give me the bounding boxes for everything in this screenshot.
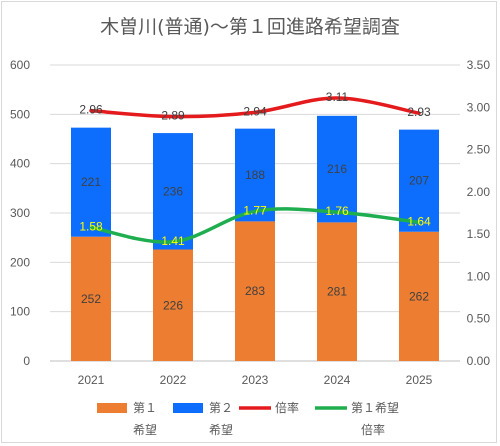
line-data-label: 2.93 bbox=[407, 105, 431, 119]
line-data-label: 1.77 bbox=[243, 203, 267, 217]
line-data-label: 2.96 bbox=[79, 103, 103, 117]
bar-data-label: 236 bbox=[163, 184, 183, 198]
line-data-label: 2.89 bbox=[161, 109, 185, 123]
right-tick-label: 3.50 bbox=[467, 58, 491, 72]
bar-second-choice bbox=[235, 128, 275, 222]
x-axis-ticks: 2021 2022 2023 2024 2025 bbox=[78, 373, 433, 387]
left-tick-label: 300 bbox=[10, 206, 30, 220]
line-data-label: 3.11 bbox=[326, 90, 349, 104]
bar-data-label: 216 bbox=[327, 162, 347, 176]
x-tick-label: 2025 bbox=[406, 373, 433, 387]
legend-label: 倍率 bbox=[275, 400, 299, 415]
right-tick-label: 0.50 bbox=[467, 312, 491, 326]
legend-label: 第１ bbox=[133, 401, 157, 415]
x-tick-label: 2024 bbox=[324, 373, 351, 387]
bar-first-choice bbox=[399, 231, 439, 361]
bar-second-choice bbox=[153, 133, 193, 250]
chart-title: 木曽川(普通)～第１回進路希望調査 bbox=[100, 16, 400, 38]
ratio-line bbox=[89, 96, 421, 119]
bar-first-choice bbox=[71, 236, 111, 361]
left-tick-label: 200 bbox=[10, 255, 30, 269]
bar-first-choice bbox=[153, 249, 193, 361]
line-data-label: 1.76 bbox=[325, 204, 349, 218]
line-data-label: 1.58 bbox=[79, 219, 103, 233]
right-tick-label: 0.00 bbox=[467, 354, 491, 368]
x-tick-label: 2022 bbox=[160, 373, 187, 387]
x-tick-label: 2023 bbox=[242, 373, 269, 387]
bar-data-label: 226 bbox=[163, 298, 183, 312]
bar-second-choice bbox=[317, 115, 357, 223]
line-data-label: 1.64 bbox=[407, 214, 431, 228]
right-tick-label: 1.00 bbox=[467, 269, 491, 283]
left-tick-label: 600 bbox=[10, 58, 30, 72]
legend-label: 第２ bbox=[209, 401, 233, 415]
bar-first-choice bbox=[317, 222, 357, 361]
legend-label: 倍率 bbox=[361, 422, 385, 437]
bar-data-label: 262 bbox=[409, 289, 429, 303]
bars: 252 221 226 236 283 188 281 216 262 207 bbox=[71, 115, 439, 361]
bar-data-label: 283 bbox=[245, 284, 265, 298]
bar-second-choice bbox=[71, 127, 111, 237]
left-tick-label: 400 bbox=[10, 157, 30, 171]
left-tick-label: 0 bbox=[23, 354, 30, 368]
legend-label: 第１希望 bbox=[351, 400, 399, 415]
legend-label: 希望 bbox=[133, 422, 157, 437]
bar-data-label: 281 bbox=[327, 285, 347, 299]
right-tick-label: 2.00 bbox=[467, 185, 491, 199]
left-tick-label: 500 bbox=[10, 107, 30, 121]
bar-data-label: 207 bbox=[409, 174, 429, 188]
line-data-label: 1.41 bbox=[161, 234, 185, 248]
legend-swatch bbox=[173, 403, 203, 413]
right-axis-ticks: 0.00 0.50 1.00 1.50 2.00 2.50 3.00 3.50 bbox=[467, 58, 491, 368]
bar-second-choice bbox=[399, 129, 439, 232]
bar-data-label: 221 bbox=[81, 175, 101, 189]
line-data-label: 2.94 bbox=[243, 104, 267, 118]
first-choice-ratio-line bbox=[89, 207, 421, 244]
legend-label: 希望 bbox=[209, 422, 233, 437]
bar-first-choice bbox=[235, 221, 275, 361]
bar-data-label: 188 bbox=[245, 168, 265, 182]
right-tick-label: 2.50 bbox=[467, 143, 491, 157]
lines: 2.96 2.89 2.94 3.11 2.93 1.58 1.41 1.77 1.76 1.64 bbox=[79, 90, 431, 248]
legend-swatch bbox=[97, 403, 127, 413]
x-tick-label: 2021 bbox=[78, 373, 105, 387]
left-tick-label: 100 bbox=[10, 305, 30, 319]
left-axis-ticks: 0 100 200 300 400 500 600 bbox=[10, 58, 30, 368]
bar-data-label: 252 bbox=[81, 292, 101, 306]
right-tick-label: 3.00 bbox=[467, 100, 491, 114]
right-tick-label: 1.50 bbox=[467, 227, 491, 241]
